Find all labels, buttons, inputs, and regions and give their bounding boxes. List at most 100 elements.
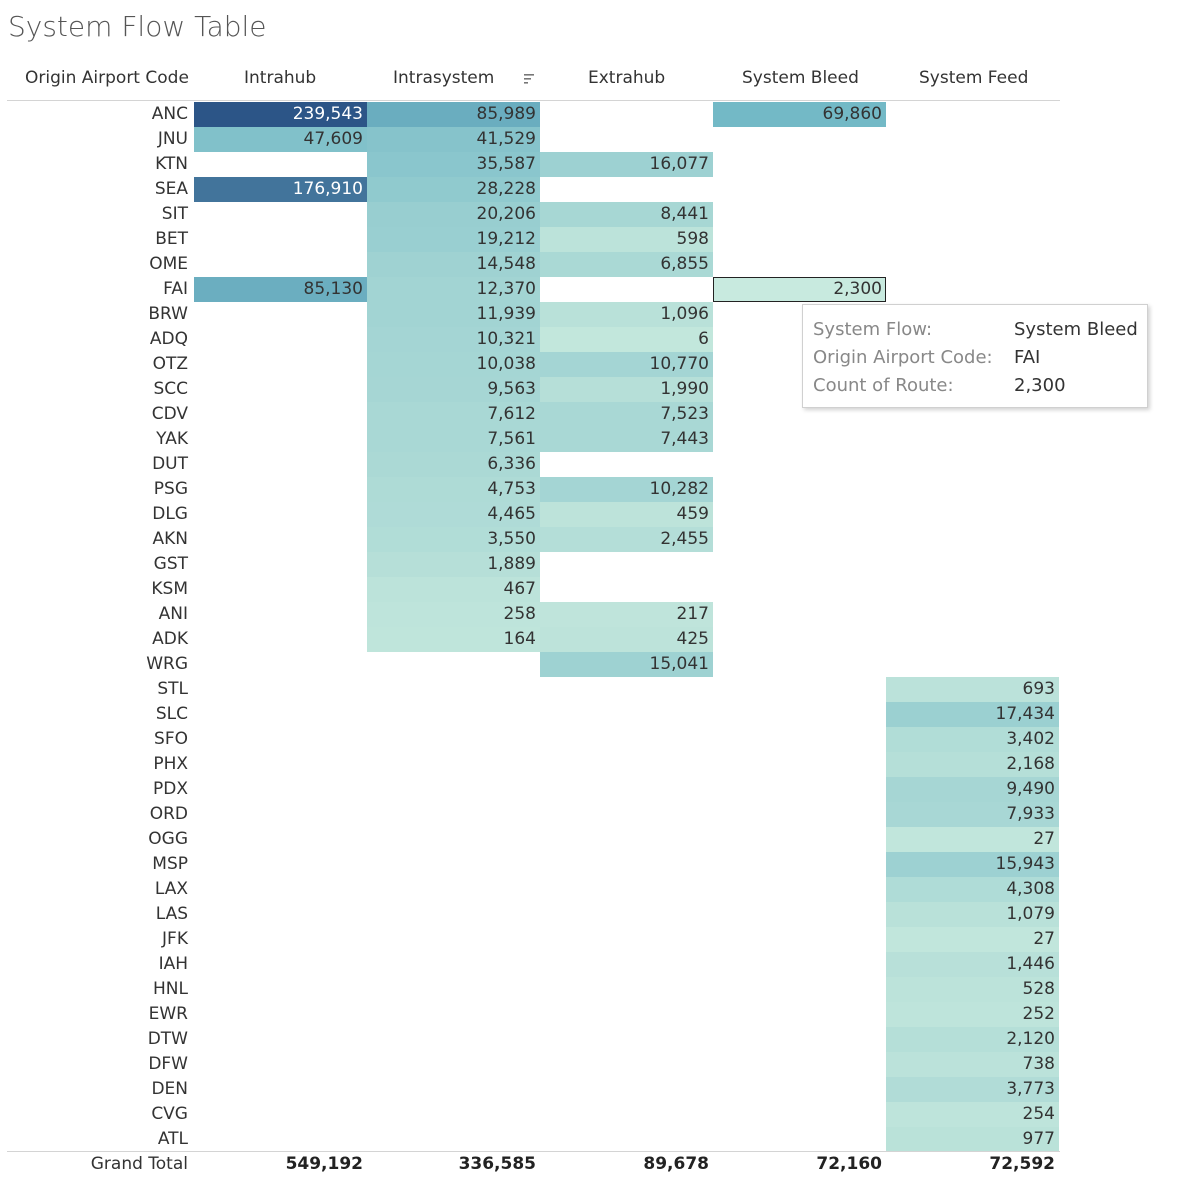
row-label-akn[interactable]: AKN xyxy=(152,529,189,549)
column-header-system-feed[interactable]: System Feed xyxy=(919,68,1029,88)
row-label-bet[interactable]: BET xyxy=(155,229,188,249)
row-label-msp[interactable]: MSP xyxy=(152,854,188,874)
table-cell[interactable]: 3,402 xyxy=(886,727,1059,752)
row-label-lax[interactable]: LAX xyxy=(154,879,188,899)
table-cell[interactable]: 6 xyxy=(540,327,713,352)
row-label-jfk[interactable]: JFK xyxy=(162,929,188,949)
table-cell[interactable]: 10,321 xyxy=(367,327,540,352)
row-label-gst[interactable]: GST xyxy=(153,554,188,574)
table-cell[interactable]: 10,282 xyxy=(540,477,713,502)
table-cell[interactable]: 69,860 xyxy=(713,102,886,127)
table-cell[interactable]: 2,168 xyxy=(886,752,1059,777)
table-cell[interactable]: 14,548 xyxy=(367,252,540,277)
row-label-adk[interactable]: ADK xyxy=(152,629,188,649)
table-cell[interactable]: 7,443 xyxy=(540,427,713,452)
column-header-origin[interactable]: Origin Airport Code xyxy=(25,68,189,88)
table-cell[interactable]: 19,212 xyxy=(367,227,540,252)
table-cell[interactable]: 4,308 xyxy=(886,877,1059,902)
row-label-psg[interactable]: PSG xyxy=(153,479,188,499)
table-cell[interactable]: 47,609 xyxy=(194,127,367,152)
table-cell[interactable]: 1,889 xyxy=(367,552,540,577)
table-cell[interactable]: 258 xyxy=(367,602,540,627)
row-label-sit[interactable]: SIT xyxy=(161,204,188,224)
row-label-den[interactable]: DEN xyxy=(151,1079,188,1099)
row-label-anc[interactable]: ANC xyxy=(151,104,188,124)
table-cell[interactable]: 2,455 xyxy=(540,527,713,552)
table-cell[interactable]: 8,441 xyxy=(540,202,713,227)
row-label-las[interactable]: LAS xyxy=(155,904,188,924)
sort-descending-icon[interactable] xyxy=(522,71,536,85)
table-cell[interactable]: 459 xyxy=(540,502,713,527)
table-cell[interactable]: 28,228 xyxy=(367,177,540,202)
row-label-iah[interactable]: IAH xyxy=(158,954,188,974)
table-cell[interactable]: 7,561 xyxy=(367,427,540,452)
table-cell[interactable]: 1,079 xyxy=(886,902,1059,927)
row-label-dlg[interactable]: DLG xyxy=(152,504,188,524)
table-cell[interactable]: 35,587 xyxy=(367,152,540,177)
row-label-ksm[interactable]: KSM xyxy=(151,579,188,599)
row-label-ktn[interactable]: KTN xyxy=(155,154,188,174)
table-cell[interactable]: 2,300 xyxy=(713,277,886,302)
table-cell[interactable]: 254 xyxy=(886,1102,1059,1127)
row-label-sfo[interactable]: SFO xyxy=(154,729,188,749)
table-cell[interactable]: 9,563 xyxy=(367,377,540,402)
row-label-ord[interactable]: ORD xyxy=(149,804,188,824)
table-cell[interactable]: 164 xyxy=(367,627,540,652)
table-cell[interactable]: 598 xyxy=(540,227,713,252)
row-label-ome[interactable]: OME xyxy=(149,254,188,274)
column-header-extrahub[interactable]: Extrahub xyxy=(588,68,666,88)
table-cell[interactable]: 10,770 xyxy=(540,352,713,377)
table-cell[interactable]: 85,130 xyxy=(194,277,367,302)
table-cell[interactable]: 1,096 xyxy=(540,302,713,327)
row-label-atl[interactable]: ATL xyxy=(157,1129,188,1149)
table-cell[interactable]: 239,543 xyxy=(194,102,367,127)
row-label-wrg[interactable]: WRG xyxy=(146,654,188,674)
table-cell[interactable]: 425 xyxy=(540,627,713,652)
row-label-dut[interactable]: DUT xyxy=(152,454,188,474)
table-cell[interactable]: 41,529 xyxy=(367,127,540,152)
table-cell[interactable]: 977 xyxy=(886,1127,1059,1152)
table-cell[interactable]: 7,523 xyxy=(540,402,713,427)
row-label-slc[interactable]: SLC xyxy=(155,704,188,724)
row-label-phx[interactable]: PHX xyxy=(153,754,188,774)
row-label-sea[interactable]: SEA xyxy=(154,179,188,199)
table-cell[interactable]: 252 xyxy=(886,1002,1059,1027)
row-label-brw[interactable]: BRW xyxy=(148,304,188,324)
row-label-pdx[interactable]: PDX xyxy=(153,779,188,799)
table-cell[interactable]: 27 xyxy=(886,927,1059,952)
column-header-intrasystem[interactable]: Intrasystem xyxy=(393,68,495,88)
table-cell[interactable]: 10,038 xyxy=(367,352,540,377)
row-label-otz[interactable]: OTZ xyxy=(152,354,188,374)
table-cell[interactable]: 3,773 xyxy=(886,1077,1059,1102)
row-label-hnl[interactable]: HNL xyxy=(153,979,188,999)
table-cell[interactable]: 9,490 xyxy=(886,777,1059,802)
table-cell[interactable]: 20,206 xyxy=(367,202,540,227)
table-cell[interactable]: 4,753 xyxy=(367,477,540,502)
table-cell[interactable]: 11,939 xyxy=(367,302,540,327)
table-cell[interactable]: 467 xyxy=(367,577,540,602)
table-cell[interactable]: 17,434 xyxy=(886,702,1059,727)
table-cell[interactable]: 4,465 xyxy=(367,502,540,527)
row-label-cvg[interactable]: CVG xyxy=(151,1104,188,1124)
row-label-ewr[interactable]: EWR xyxy=(148,1004,188,1024)
table-cell[interactable]: 6,336 xyxy=(367,452,540,477)
table-cell[interactable]: 2,120 xyxy=(886,1027,1059,1052)
table-cell[interactable]: 27 xyxy=(886,827,1059,852)
column-header-system-bleed[interactable]: System Bleed xyxy=(742,68,859,88)
table-cell[interactable]: 217 xyxy=(540,602,713,627)
table-cell[interactable]: 7,612 xyxy=(367,402,540,427)
row-label-fai[interactable]: FAI xyxy=(163,279,188,299)
table-cell[interactable]: 6,855 xyxy=(540,252,713,277)
row-label-yak[interactable]: YAK xyxy=(156,429,188,449)
row-label-adq[interactable]: ADQ xyxy=(149,329,188,349)
row-label-ogg[interactable]: OGG xyxy=(148,829,188,849)
row-label-ani[interactable]: ANI xyxy=(158,604,188,624)
row-label-dfw[interactable]: DFW xyxy=(148,1054,188,1074)
table-cell[interactable]: 15,041 xyxy=(540,652,713,677)
table-cell[interactable]: 85,989 xyxy=(367,102,540,127)
row-label-dtw[interactable]: DTW xyxy=(147,1029,188,1049)
table-cell[interactable]: 176,910 xyxy=(194,177,367,202)
column-header-intrahub[interactable]: Intrahub xyxy=(244,68,317,88)
table-cell[interactable]: 7,933 xyxy=(886,802,1059,827)
table-cell[interactable]: 16,077 xyxy=(540,152,713,177)
